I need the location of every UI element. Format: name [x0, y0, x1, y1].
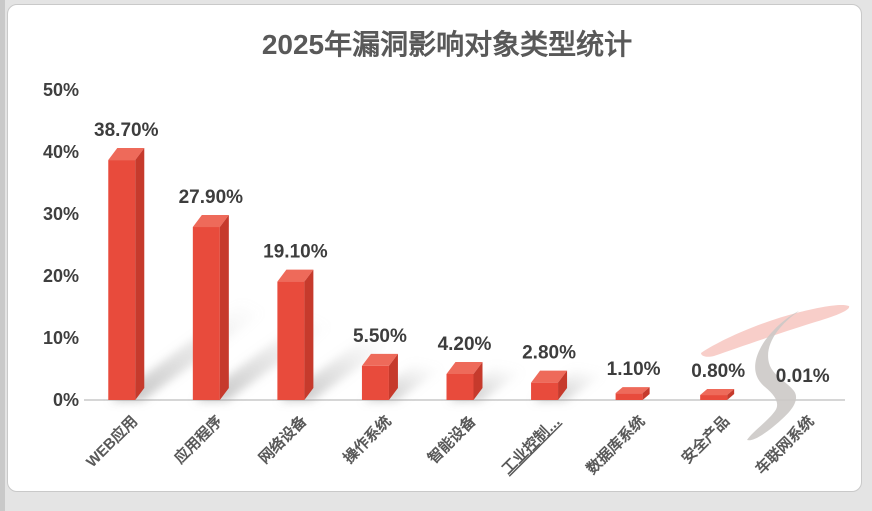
bar-top-face — [700, 389, 735, 396]
bar-side-face — [642, 387, 650, 400]
data-label: 2.80% — [522, 343, 576, 364]
bar — [277, 281, 305, 400]
chart-title: 2025年漏洞影响对象类型统计 — [262, 28, 632, 60]
y-tick-label: 0% — [53, 390, 79, 410]
watermark-s — [747, 311, 799, 441]
data-label: 38.70% — [94, 120, 159, 141]
bar-side-face — [388, 353, 398, 400]
y-tick-label: 40% — [43, 142, 79, 162]
y-tick-label: 20% — [43, 266, 79, 286]
data-label: 27.90% — [179, 187, 244, 208]
y-tick-label: 10% — [43, 328, 79, 348]
category-label: WEB应用 — [82, 412, 141, 471]
bar-top-face — [361, 353, 398, 366]
bar — [192, 227, 220, 400]
bar — [700, 395, 728, 400]
window-edge — [0, 0, 5, 511]
data-label: 4.20% — [438, 334, 492, 355]
category-label: 安全产品 — [678, 412, 733, 467]
y-tick-label: 30% — [43, 204, 79, 224]
category-label: 车联网系统 — [752, 412, 818, 478]
category-label: 操作系统 — [340, 412, 395, 467]
data-label: 0.01% — [776, 366, 830, 387]
data-label: 5.50% — [353, 326, 407, 347]
bar-top-face — [531, 370, 568, 383]
category-label: 数据库系统 — [583, 412, 649, 478]
data-label: 1.10% — [607, 359, 661, 380]
bar — [108, 160, 136, 400]
bar — [446, 373, 474, 400]
bar-side-face — [304, 269, 314, 400]
bar-side-face — [135, 148, 145, 400]
category-label: 工业控制… — [498, 412, 564, 478]
y-tick-label: 50% — [43, 80, 79, 100]
bar — [531, 382, 559, 400]
data-label: 0.80% — [691, 361, 745, 382]
bar-top-face — [192, 215, 229, 228]
bar — [361, 365, 389, 400]
bar-side-face — [727, 389, 735, 400]
bar-top-face — [615, 387, 650, 394]
bar-side-face — [473, 361, 483, 400]
data-label: 19.10% — [263, 242, 328, 263]
bar-shadow — [110, 302, 273, 401]
bar — [615, 393, 643, 400]
bar-side-face — [558, 370, 568, 400]
category-label: 应用程序 — [170, 412, 225, 467]
bar-top-face — [108, 148, 145, 161]
chart-card — [7, 4, 862, 492]
category-label: 网络设备 — [255, 411, 311, 467]
bar-top-face — [446, 361, 483, 374]
bar-top-face — [277, 269, 314, 282]
category-label: 智能设备 — [424, 411, 480, 467]
bar-side-face — [219, 215, 229, 400]
